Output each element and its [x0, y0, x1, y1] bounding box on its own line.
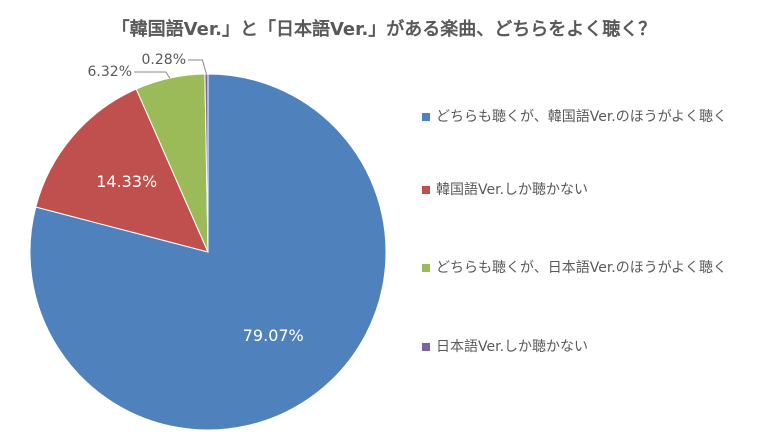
legend-swatch: [422, 186, 430, 194]
legend-swatch: [422, 264, 430, 272]
pie: 79.07% 14.33% 6.32% 0.28%: [29, 52, 387, 431]
data-label: 79.07%: [243, 326, 304, 345]
legend-label: 日本語Ver.しか聴かない: [436, 339, 588, 355]
leader-line: [188, 59, 207, 75]
leader-line: [134, 71, 171, 79]
pie-slice: [35, 88, 209, 253]
data-label: 14.33%: [96, 172, 157, 191]
legend-label: どちらも聴くが、日本語Ver.のほうがよく聴く: [436, 260, 727, 276]
legend-swatch: [422, 343, 430, 351]
legend-label: 韓国語Ver.しか聴かない: [436, 182, 588, 198]
data-label: 0.28%: [142, 52, 186, 68]
legend-swatch: [422, 113, 430, 121]
legend-label: どちらも聴くが、韓国語Ver.のほうがよく聴く: [436, 109, 727, 125]
legend: どちらも聴くが、韓国語Ver.のほうがよく聴く韓国語Ver.しか聴かないどちらも…: [422, 109, 727, 355]
pie-slice: [29, 73, 387, 431]
pie-slice: [204, 73, 209, 253]
data-label: 6.32%: [88, 64, 132, 80]
chart-title: 「韓国語Ver.」と「日本語Ver.」がある楽曲、どちらをよく聴く？: [112, 18, 657, 40]
